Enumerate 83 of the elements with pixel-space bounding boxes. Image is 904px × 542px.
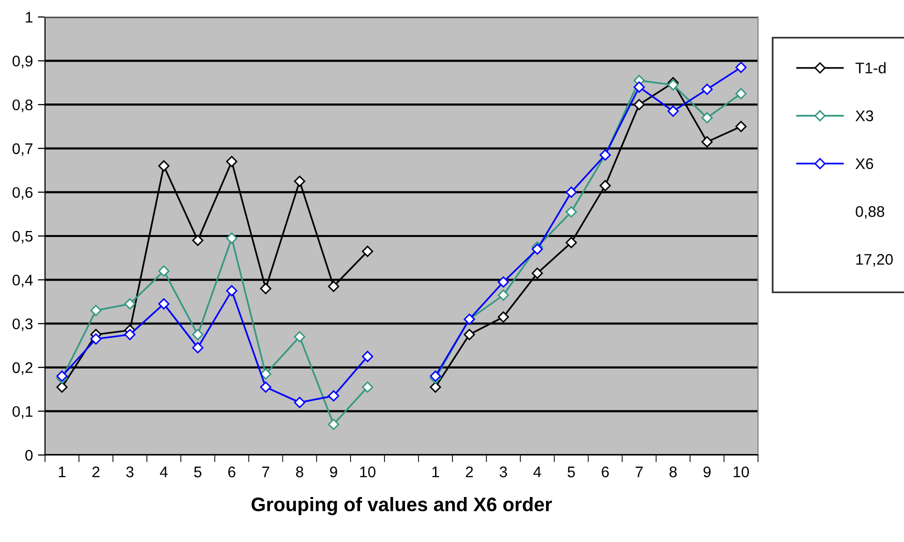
- point: [566, 236, 577, 248]
- x-tick-label: 6: [602, 466, 609, 478]
- text: 17,20: [856, 254, 893, 267]
- point: [701, 136, 713, 148]
- y-tick-label: 0,5: [12, 230, 33, 244]
- legend-label: X6: [855, 158, 874, 170]
- point: [328, 390, 340, 402]
- point: [532, 244, 543, 255]
- x-tick-label: 1: [58, 466, 66, 478]
- x-tick-label: 4: [533, 466, 542, 478]
- legend-label: X3: [855, 110, 874, 122]
- point: [294, 396, 306, 408]
- x-tick-label: 2: [466, 466, 473, 478]
- x-tick-label: 10: [734, 466, 749, 478]
- point: [735, 88, 747, 100]
- y-tick-label: 1: [26, 12, 32, 23]
- point: [192, 342, 204, 354]
- point: [328, 280, 340, 292]
- point: [226, 285, 238, 296]
- x-tick-label: 8: [296, 466, 304, 478]
- y-tick-label: 0,9: [12, 56, 32, 68]
- point: [158, 160, 170, 172]
- point: [362, 350, 374, 362]
- y-tick-label: 0,2: [12, 362, 32, 375]
- x-tick-label: 1: [432, 466, 439, 478]
- point: [464, 328, 476, 340]
- point: [701, 84, 713, 95]
- point: [430, 382, 442, 393]
- point: [226, 156, 238, 168]
- point: [90, 333, 102, 345]
- x-tick-label: 3: [126, 466, 134, 478]
- point: [498, 311, 509, 323]
- y-tick-label: 0,1: [12, 406, 32, 419]
- legend-label: T1-d: [855, 62, 886, 74]
- point: [532, 268, 543, 279]
- x-tick-label: 4: [160, 466, 168, 478]
- x-tick-label: 5: [568, 466, 575, 478]
- x-tick-label: 7: [636, 466, 643, 478]
- y-tick-label: 0: [25, 450, 33, 461]
- x-tick-label: 2: [92, 466, 100, 478]
- y-tick-label: 0,3: [12, 318, 33, 332]
- point: [328, 418, 340, 430]
- point: [362, 246, 374, 257]
- x-tick-label: 6: [228, 466, 236, 478]
- text: 0,88: [856, 206, 884, 219]
- point: [124, 298, 136, 310]
- y-tick-label: 0,6: [12, 187, 33, 200]
- point: [294, 176, 306, 187]
- x-tick-label: 8: [670, 466, 677, 478]
- point: [498, 290, 509, 301]
- y-tick-label: 0,7: [12, 143, 32, 156]
- point: [124, 328, 136, 340]
- y-tick-label: 0,8: [12, 99, 33, 112]
- point: [260, 368, 272, 380]
- point: [634, 81, 645, 93]
- point: [668, 106, 679, 117]
- point: [192, 328, 204, 340]
- x-tick-label: 10: [360, 466, 376, 478]
- point: [566, 186, 577, 198]
- point: [735, 62, 747, 73]
- y-tick-label: 0,4: [12, 274, 33, 288]
- point: [226, 232, 238, 244]
- x-axis-title: Grouping of values and X6 order: [252, 497, 552, 516]
- x-tick-label: 5: [194, 466, 202, 478]
- point: [566, 206, 577, 218]
- point: [192, 234, 204, 246]
- point: [294, 331, 306, 342]
- point: [362, 382, 374, 393]
- x-tick-label: 9: [330, 466, 338, 478]
- point: [600, 180, 611, 192]
- point: [634, 98, 645, 110]
- point: [158, 265, 170, 277]
- point: [158, 298, 170, 310]
- point: [90, 304, 102, 316]
- x-tick-label: 7: [262, 466, 270, 478]
- point: [701, 112, 713, 124]
- point: [260, 282, 272, 294]
- x-tick-label: 3: [500, 466, 507, 478]
- point: [498, 276, 509, 288]
- point: [735, 120, 747, 132]
- point: [56, 382, 68, 393]
- x-tick-label: 9: [704, 466, 711, 478]
- point: [260, 382, 272, 393]
